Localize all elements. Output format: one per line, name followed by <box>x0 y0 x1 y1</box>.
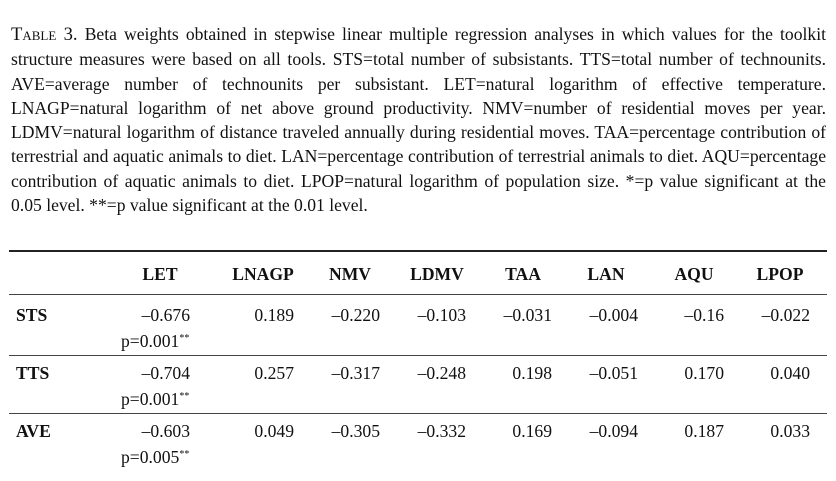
header-aqu: AQU <box>674 264 714 284</box>
row-rule <box>9 413 827 414</box>
row-label-tts: TTS <box>16 363 50 383</box>
header-ldmv: LDMV <box>410 264 464 284</box>
header-let: LET <box>142 264 178 284</box>
aqu-value: 0.187 <box>684 421 724 441</box>
lnagp-value: 0.189 <box>254 305 294 325</box>
header-lnagp: LNAGP <box>232 264 294 284</box>
lpop-value: –0.022 <box>761 305 810 325</box>
lnagp-value: 0.049 <box>254 421 294 441</box>
row-label-sts: STS <box>16 305 48 325</box>
row-label-ave: AVE <box>16 421 51 441</box>
lpop-value: 0.033 <box>770 421 810 441</box>
lpop-value: 0.040 <box>770 363 810 383</box>
table-caption: Table 3. Beta weights obtained in stepwi… <box>11 22 826 217</box>
p-value: p=0.001** <box>121 331 190 351</box>
nmv-value: –0.305 <box>331 421 380 441</box>
lan-value: –0.051 <box>589 363 638 383</box>
p-value: p=0.005** <box>121 447 190 467</box>
let-value: –0.704 <box>141 363 190 383</box>
top-rule <box>9 250 827 252</box>
aqu-value: 0.170 <box>684 363 724 383</box>
nmv-value: –0.317 <box>331 363 380 383</box>
lan-value: –0.094 <box>589 421 638 441</box>
header-nmv: NMV <box>328 264 372 284</box>
caption-text: Beta weights obtained in stepwise linear… <box>11 24 826 216</box>
header-rule <box>9 294 827 295</box>
taa-value: 0.169 <box>512 421 552 441</box>
row-rule <box>9 355 827 356</box>
ldmv-value: –0.248 <box>417 363 466 383</box>
let-value: –0.603 <box>141 421 190 441</box>
nmv-value: –0.220 <box>331 305 380 325</box>
lnagp-value: 0.257 <box>254 363 294 383</box>
header-lpop: LPOP <box>756 264 804 284</box>
taa-value: –0.031 <box>503 305 552 325</box>
table-label: Table 3. <box>11 24 78 45</box>
p-value: p=0.001** <box>121 389 190 409</box>
header-taa: TAA <box>505 264 541 284</box>
aqu-value: –0.16 <box>684 305 724 325</box>
header-lan: LAN <box>587 264 625 284</box>
lan-value: –0.004 <box>589 305 638 325</box>
taa-value: 0.198 <box>512 363 552 383</box>
ldmv-value: –0.332 <box>417 421 466 441</box>
let-value: –0.676 <box>141 305 190 325</box>
ldmv-value: –0.103 <box>417 305 466 325</box>
